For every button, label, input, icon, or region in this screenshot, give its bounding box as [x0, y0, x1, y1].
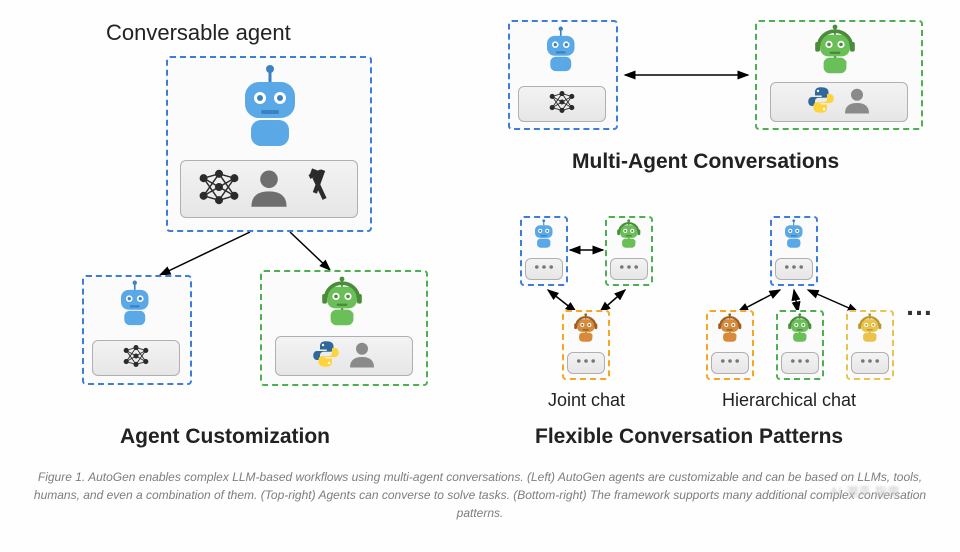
more-icon [718, 354, 742, 372]
watermark-text: AI 潮声 指南 [830, 483, 900, 500]
arrow-left-split-2 [290, 232, 330, 270]
joint-blue-panel [525, 258, 563, 280]
neural-net-icon [548, 88, 576, 121]
more-icon [574, 354, 598, 372]
person-icon [347, 339, 377, 374]
capability-panel-blue-tr [518, 86, 606, 122]
more-icon [532, 260, 556, 278]
joint-green-panel [610, 258, 648, 280]
more-icon [858, 354, 882, 372]
heading-conversable: Conversable agent [106, 20, 291, 46]
more-icon [617, 260, 641, 278]
arrow-left-split-1 [160, 232, 250, 275]
joint-blue-robot [528, 219, 560, 251]
capability-panel-green-tr [770, 82, 908, 122]
joint-green-robot [613, 219, 645, 251]
robot-green-left [315, 276, 369, 330]
robot-blue-small-2 [536, 26, 586, 76]
more-icon [788, 354, 812, 372]
figure-caption: Figure 1. AutoGen enables complex LLM-ba… [0, 468, 960, 522]
hier-yellow-panel [851, 352, 889, 374]
python-icon [806, 85, 836, 120]
person-icon [247, 165, 291, 214]
capability-panel-large [180, 160, 358, 218]
diagram-stage: Conversable agent [0, 0, 960, 552]
arrow-hier-bo [738, 290, 780, 312]
neural-net-icon [122, 342, 150, 375]
hier-yellow-robot [854, 313, 886, 345]
heading-flexible-patterns: Flexible Conversation Patterns [535, 425, 843, 449]
person-icon [842, 85, 872, 120]
heading-hierarchical-chat: Hierarchical chat [722, 390, 856, 411]
robot-blue-large [225, 64, 315, 154]
arrow-hier-by [808, 290, 858, 312]
heading-agent-customization: Agent Customization [120, 425, 330, 449]
hier-green-robot [784, 313, 816, 345]
hier-green-panel [781, 352, 819, 374]
heading-joint-chat: Joint chat [548, 390, 625, 411]
more-icon [782, 260, 806, 278]
hier-orange-robot [714, 313, 746, 345]
hier-orange-panel [711, 352, 749, 374]
capability-panel-small-blue [92, 340, 180, 376]
hier-blue-panel [775, 258, 813, 280]
robot-green-tr [808, 24, 862, 78]
neural-net-icon [197, 165, 241, 214]
arrow-hier-bg [794, 290, 798, 312]
joint-orange-panel [567, 352, 605, 374]
ellipsis-icon: … [905, 290, 937, 322]
hier-blue-robot [778, 219, 810, 251]
tools-icon [297, 165, 341, 214]
python-icon [311, 339, 341, 374]
joint-orange-robot [570, 313, 602, 345]
heading-multi-agent: Multi-Agent Conversations [572, 150, 839, 174]
robot-blue-small-1 [110, 280, 160, 330]
capability-panel-green-left [275, 336, 413, 376]
arrow-joint-bo [548, 290, 576, 312]
arrow-joint-go [600, 290, 625, 312]
